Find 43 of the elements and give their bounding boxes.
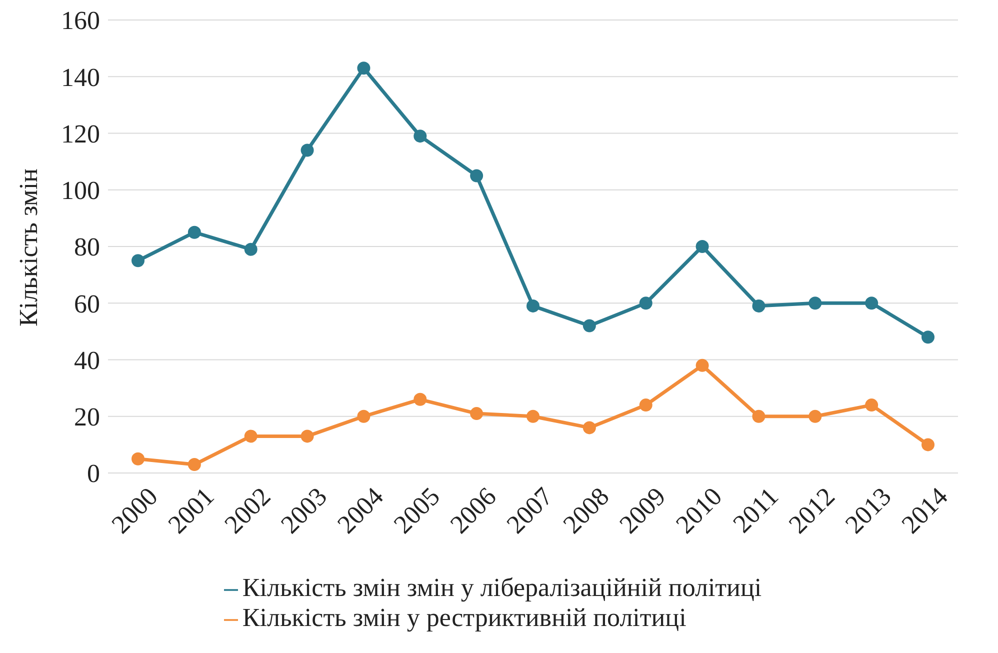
- point: [865, 296, 878, 310]
- point: [696, 358, 709, 372]
- point: [639, 398, 652, 412]
- point: [357, 62, 370, 75]
- point: [582, 319, 596, 332]
- point: [865, 398, 878, 412]
- point: [300, 144, 314, 157]
- point: [639, 296, 652, 310]
- point: [132, 254, 144, 268]
- point: [922, 330, 934, 344]
- point: [188, 458, 201, 472]
- point: [414, 392, 427, 406]
- y-tick-label: 100: [61, 176, 100, 206]
- y-tick-label: 160: [61, 6, 100, 36]
- y-tick-label: 140: [61, 62, 100, 92]
- point: [470, 169, 484, 182]
- point: [470, 407, 484, 420]
- point: [808, 296, 822, 310]
- legend-label: Кількість змін у рестриктивній політиці: [242, 603, 686, 632]
- point: [414, 130, 427, 143]
- point: [752, 299, 766, 312]
- point: [357, 410, 370, 423]
- y-tick-label: 20: [74, 402, 100, 432]
- point: [526, 299, 540, 312]
- point: [132, 452, 144, 466]
- x-tick-label: 2011: [727, 482, 784, 538]
- point: [752, 410, 766, 423]
- y-tick-label: 40: [74, 346, 100, 375]
- point: [526, 410, 540, 423]
- y-tick-label: 120: [61, 119, 100, 148]
- point: [300, 430, 314, 443]
- point: [244, 430, 258, 443]
- y-axis-title: Кількість змін: [14, 168, 44, 326]
- point: [188, 226, 201, 239]
- point: [582, 421, 596, 434]
- legend-label: Кількість змін змін у лібералізаційній політиці: [242, 573, 762, 602]
- point: [808, 410, 822, 423]
- point: [244, 242, 258, 256]
- y-tick-label: 0: [87, 459, 100, 488]
- point: [696, 240, 709, 253]
- y-tick-label: 60: [74, 289, 100, 318]
- y-tick-label: 80: [74, 232, 100, 262]
- point: [922, 438, 934, 452]
